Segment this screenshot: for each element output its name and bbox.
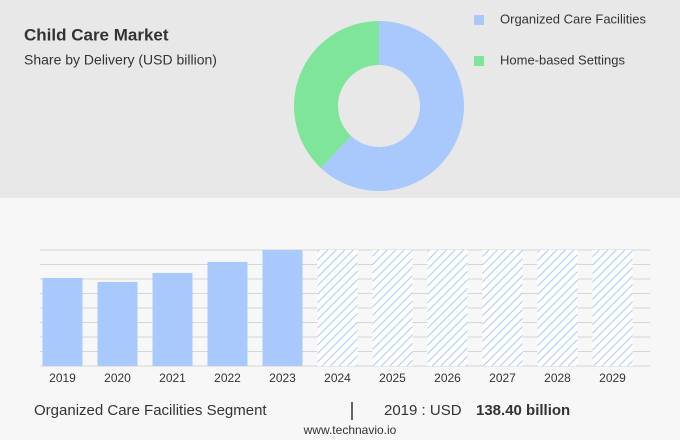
- footer-value: 138.40 billion: [476, 402, 570, 419]
- bar: [42, 277, 83, 366]
- donut-slice: [320, 21, 465, 192]
- bar: [262, 250, 303, 366]
- forecast-bar: [317, 250, 358, 366]
- x-tick-label: 2028: [544, 371, 571, 385]
- forecast-bar: [482, 250, 523, 366]
- forecast-bar: [372, 250, 413, 366]
- legend-label: Home-based Settings: [500, 52, 626, 67]
- footer-segment: Organized Care Facilities Segment: [34, 402, 267, 419]
- x-tick-label: 2021: [159, 371, 186, 385]
- legend-label: Organized Care Facilities: [500, 11, 646, 26]
- x-tick-label: 2023: [269, 371, 296, 385]
- forecast-bar: [537, 250, 578, 366]
- x-tick-label: 2022: [214, 371, 241, 385]
- chart-subtitle: Share by Delivery (USD billion): [24, 52, 217, 68]
- footer-year: 2019 : USD: [384, 402, 462, 419]
- footer-source: www.technavio.io: [303, 423, 397, 437]
- x-tick-label: 2025: [379, 371, 406, 385]
- forecast-bar: [427, 250, 468, 366]
- x-tick-label: 2024: [324, 371, 351, 385]
- donut-slice: [294, 21, 379, 168]
- legend-swatch: [474, 15, 484, 25]
- legend-swatch: [474, 56, 484, 66]
- x-tick-label: 2026: [434, 371, 461, 385]
- x-tick-label: 2020: [104, 371, 131, 385]
- chart-title: Child Care Market: [24, 25, 169, 44]
- x-tick-label: 2019: [49, 371, 76, 385]
- bar: [207, 261, 248, 366]
- x-tick-label: 2029: [599, 371, 626, 385]
- bar: [97, 281, 138, 366]
- bar: [152, 272, 193, 366]
- x-tick-label: 2027: [489, 371, 516, 385]
- forecast-bar: [592, 250, 633, 366]
